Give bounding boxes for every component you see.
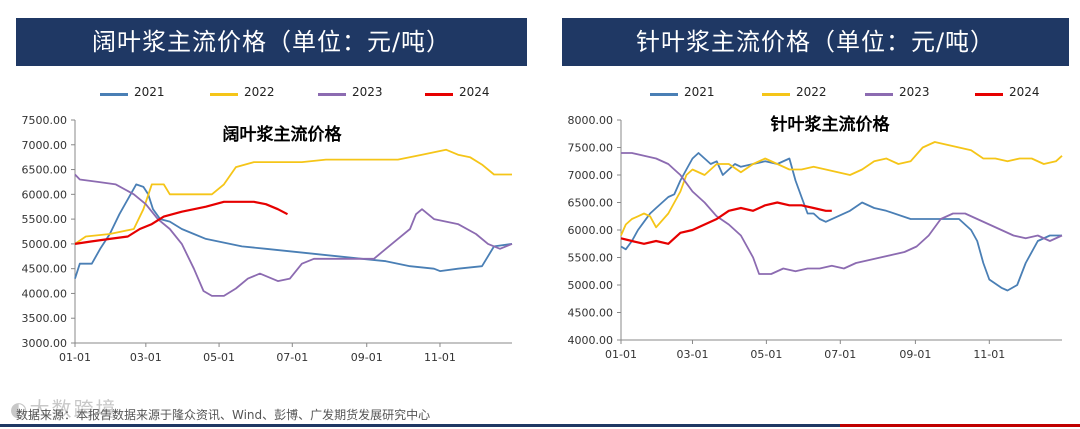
left-chart-panel: 阔叶浆主流价格（单位：元/吨） 2021 2022 2023 2024 3000… <box>0 0 540 410</box>
series-line-2022 <box>74 148 512 245</box>
legend-label-2021: 2021 <box>134 85 165 99</box>
y-tick-label: 8000.00 <box>568 114 614 127</box>
legend-label-2022: 2022 <box>796 85 827 99</box>
legend-swatch-2023 <box>865 93 893 96</box>
legend-swatch-2021 <box>650 93 678 96</box>
y-tick-label: 3500.00 <box>22 312 68 325</box>
y-tick-label: 4500.00 <box>22 263 68 276</box>
x-tick-label: 09-01 <box>351 351 383 364</box>
footer-rule-red <box>840 424 1080 427</box>
footer-rule <box>0 424 1080 427</box>
legend-label-2023: 2023 <box>352 85 383 99</box>
legend-swatch-2023 <box>318 93 346 96</box>
chart-header: 针叶浆主流价格（单位：元/吨） <box>562 18 1069 66</box>
legend-swatch-2024 <box>425 93 453 96</box>
y-tick-label: 6000.00 <box>22 188 68 201</box>
series-line-2024 <box>74 200 289 245</box>
chart-legend: 2021 2022 2023 2024 <box>540 84 1080 104</box>
hardwood-pulp-price-chart: 3000.00 3500.00 4000.00 4500.00 5000.00 5500.… <box>22 114 513 364</box>
x-tick-label: 11-01 <box>424 351 456 364</box>
legend-swatch-2021 <box>100 93 128 96</box>
x-tick-label: 07-01 <box>824 348 856 361</box>
legend-label-2024: 2024 <box>1009 85 1040 99</box>
y-tick-label: 5000.00 <box>22 238 68 251</box>
x-tick-label: 09-01 <box>899 348 931 361</box>
legend-swatch-2024 <box>975 93 1003 96</box>
series-line-2022 <box>620 141 1063 236</box>
series-line-2023 <box>74 173 513 297</box>
x-tick-label: 11-01 <box>973 348 1005 361</box>
x-tick-label: 03-01 <box>676 348 708 361</box>
y-tick-label: 3000.00 <box>22 337 68 350</box>
x-tick-label: 01-01 <box>605 348 637 361</box>
y-tick-label: 7500.00 <box>568 142 614 155</box>
y-tick-label: 5000.00 <box>568 279 614 292</box>
legend-swatch-2022 <box>762 93 790 96</box>
y-tick-label: 7000.00 <box>22 139 68 152</box>
series-line-2021 <box>74 183 513 279</box>
y-tick-label: 6000.00 <box>568 224 614 237</box>
y-tick-label: 7000.00 <box>568 169 614 182</box>
series-line-2024 <box>620 201 832 245</box>
y-tick-label: 5500.00 <box>22 213 68 226</box>
legend-label-2022: 2022 <box>244 85 275 99</box>
chart-title: 针叶浆主流价格 <box>771 114 891 135</box>
watermark-text: 大数跨境 <box>29 397 118 421</box>
chart-title: 阔叶浆主流价格 <box>223 124 343 145</box>
wechat-logo-icon: ◐ <box>10 397 30 421</box>
data-source-note: 数据来源：本报告数据来源于隆众资讯、Wind、彭博、广发期货发展研究中心 <box>16 408 431 422</box>
y-tick-label: 6500.00 <box>568 197 614 210</box>
footer: ◐大数跨境 数据来源：本报告数据来源于隆众资讯、Wind、彭博、广发期货发展研究… <box>0 397 1080 429</box>
x-tick-label: 01-01 <box>59 351 91 364</box>
legend-label-2021: 2021 <box>684 85 715 99</box>
y-tick-label: 6500.00 <box>22 164 68 177</box>
y-tick-label: 4000.00 <box>22 287 68 300</box>
right-chart-panel: 针叶浆主流价格（单位：元/吨） 2021 2022 2023 2024 4000… <box>540 0 1080 410</box>
legend-swatch-2022 <box>210 93 238 96</box>
softwood-pulp-price-chart: 4000.00 4500.00 5000.00 5500.00 6000.00 6500.… <box>568 114 1063 361</box>
watermark: ◐大数跨境 <box>10 393 117 422</box>
chart-legend: 2021 2022 2023 2024 <box>0 84 540 104</box>
y-tick-label: 7500.00 <box>22 114 68 127</box>
y-tick-label: 4000.00 <box>568 334 614 347</box>
chart-header: 阔叶浆主流价格（单位：元/吨） <box>16 18 527 66</box>
footer-rule-navy <box>0 424 840 427</box>
x-tick-label: 05-01 <box>203 351 235 364</box>
y-tick-label: 5500.00 <box>568 252 614 265</box>
x-tick-label: 07-01 <box>276 351 308 364</box>
x-tick-label: 03-01 <box>130 351 162 364</box>
x-tick-label: 05-01 <box>750 348 782 361</box>
y-tick-label: 4500.00 <box>568 307 614 320</box>
series-line-2023 <box>621 152 1063 275</box>
legend-label-2023: 2023 <box>899 85 930 99</box>
legend-label-2024: 2024 <box>459 85 490 99</box>
